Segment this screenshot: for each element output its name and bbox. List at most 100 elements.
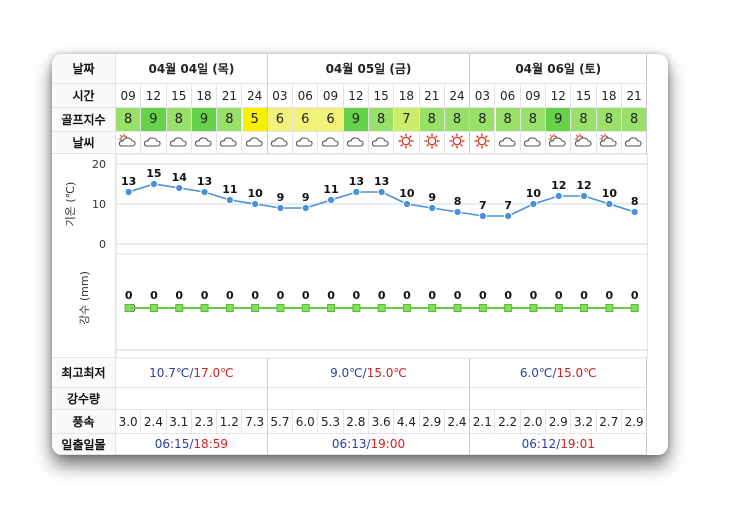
low-temp: 6.0℃ xyxy=(519,365,553,380)
wind-cell: 2.4 xyxy=(444,410,471,434)
golf-weather-card: 날짜 시간 골프지수 날씨 최고최저 강수량 풍속 일출일몰 04월 04일 (목) 10.7℃ /… xyxy=(52,54,668,455)
golf-index-cell: 6 xyxy=(267,108,294,132)
wind-cell: 5.7 xyxy=(267,410,294,434)
time-row-label: 시간 xyxy=(52,84,116,108)
golf-index-cell: 8 xyxy=(495,108,521,132)
golf-index-cell: 8 xyxy=(369,108,395,132)
weather-cell xyxy=(293,132,319,154)
hour-cell: 09 xyxy=(520,84,547,108)
chart-label-area xyxy=(52,154,116,358)
weather-cell xyxy=(622,132,648,154)
golf-index-cell: 8 xyxy=(166,108,192,132)
sunny-icon xyxy=(423,133,441,152)
wind-cell: 4.4 xyxy=(394,410,420,434)
golf-index-cell: 8 xyxy=(622,108,648,132)
low-high-value: 6.0℃/15.0℃ xyxy=(470,358,648,388)
weather-cell xyxy=(191,132,218,154)
hour-cell: 15 xyxy=(369,84,395,108)
weather-cell xyxy=(546,132,572,154)
slash: / xyxy=(189,437,194,451)
golf-index-cell: 8 xyxy=(116,108,142,132)
cloudy-icon xyxy=(346,133,366,152)
day-header: 04월 05일 (금) xyxy=(267,54,471,84)
cloudy-icon xyxy=(371,133,391,152)
weather-cell xyxy=(520,132,547,154)
hour-cell: 18 xyxy=(596,84,622,108)
golf-index-cell: 8 xyxy=(217,108,243,132)
cloudy-icon xyxy=(270,133,290,152)
weather-cell xyxy=(141,132,167,154)
hour-cell: 03 xyxy=(267,84,294,108)
weather-cell xyxy=(116,132,142,154)
wind-cell: 3.2 xyxy=(571,410,597,434)
weather-cell xyxy=(318,132,344,154)
weather-cell xyxy=(369,132,395,154)
wind-cell: 2.8 xyxy=(343,410,369,434)
partly-cloudy-icon xyxy=(548,133,568,152)
weather-row-label: 날씨 xyxy=(52,132,116,154)
golf-index-cell: 8 xyxy=(419,108,445,132)
sunset-time: 19:01 xyxy=(560,437,595,451)
hour-cell: 15 xyxy=(571,84,597,108)
precip-value xyxy=(116,388,268,410)
golf-index-cell: 9 xyxy=(141,108,167,132)
date-row-label: 날짜 xyxy=(52,54,116,84)
hour-cell: 06 xyxy=(293,84,319,108)
weather-cell xyxy=(267,132,294,154)
golf-index-cell: 8 xyxy=(444,108,471,132)
partly-cloudy-icon xyxy=(599,133,619,152)
golf-index-row-label: 골프지수 xyxy=(52,108,116,132)
wind-cell: 2.9 xyxy=(546,410,572,434)
sunny-icon xyxy=(448,133,466,152)
low-temp: 9.0℃ xyxy=(330,365,363,380)
weather-cell xyxy=(343,132,369,154)
golf-index-cell: 6 xyxy=(318,108,344,132)
hour-cell: 21 xyxy=(622,84,648,108)
hour-cell: 18 xyxy=(394,84,420,108)
high-temp: 17.0℃ xyxy=(193,365,234,380)
weather-cell xyxy=(242,132,268,154)
golf-index-cell: 7 xyxy=(394,108,420,132)
weather-cell xyxy=(571,132,597,154)
weather-cell xyxy=(166,132,192,154)
hour-cell: 15 xyxy=(166,84,192,108)
weather-cell xyxy=(444,132,471,154)
high-temp: 15.0℃ xyxy=(366,365,407,380)
weather-cell xyxy=(596,132,622,154)
day-header: 04월 04일 (목) xyxy=(116,54,268,84)
sunrise-time: 06:12 xyxy=(521,437,557,451)
wind-cell: 2.9 xyxy=(622,410,648,434)
sunny-icon xyxy=(397,133,415,152)
weather-cell xyxy=(217,132,243,154)
cloudy-icon xyxy=(321,133,341,152)
forecast-grid: 날짜 시간 골프지수 날씨 최고최저 강수량 풍속 일출일몰 04월 04일 (목) 10.7℃ /… xyxy=(52,54,668,455)
wind-cell: 2.4 xyxy=(141,410,167,434)
golf-index-cell: 9 xyxy=(546,108,572,132)
sun-times: 06:15/18:59 xyxy=(116,434,268,455)
golf-index-cell: 8 xyxy=(571,108,597,132)
hour-cell: 18 xyxy=(191,84,218,108)
slash: / xyxy=(556,437,561,451)
hour-cell: 24 xyxy=(444,84,471,108)
wind-cell: 2.1 xyxy=(470,410,496,434)
cloudy-icon xyxy=(498,133,518,152)
slash: / xyxy=(366,437,371,451)
wind-cell: 3.1 xyxy=(166,410,192,434)
golf-index-cell: 6 xyxy=(293,108,319,132)
sunny-icon xyxy=(473,133,491,152)
wind-cell: 2.7 xyxy=(596,410,622,434)
cloudy-icon xyxy=(295,133,315,152)
sunrise-time: 06:15 xyxy=(154,437,190,451)
hour-cell: 21 xyxy=(217,84,243,108)
precip-row-label: 강수량 xyxy=(52,388,116,410)
wind-cell: 1.2 xyxy=(217,410,243,434)
sunset-time: 19:00 xyxy=(370,437,406,451)
slash: / xyxy=(362,365,367,380)
precip-value xyxy=(267,388,471,410)
low-temp: 10.7℃ xyxy=(149,365,190,380)
weather-cell xyxy=(394,132,420,154)
cloudy-icon xyxy=(169,133,189,152)
golf-index-cell: 8 xyxy=(596,108,622,132)
weather-cell xyxy=(470,132,496,154)
low-high-value: 10.7℃/17.0℃ xyxy=(116,358,268,388)
